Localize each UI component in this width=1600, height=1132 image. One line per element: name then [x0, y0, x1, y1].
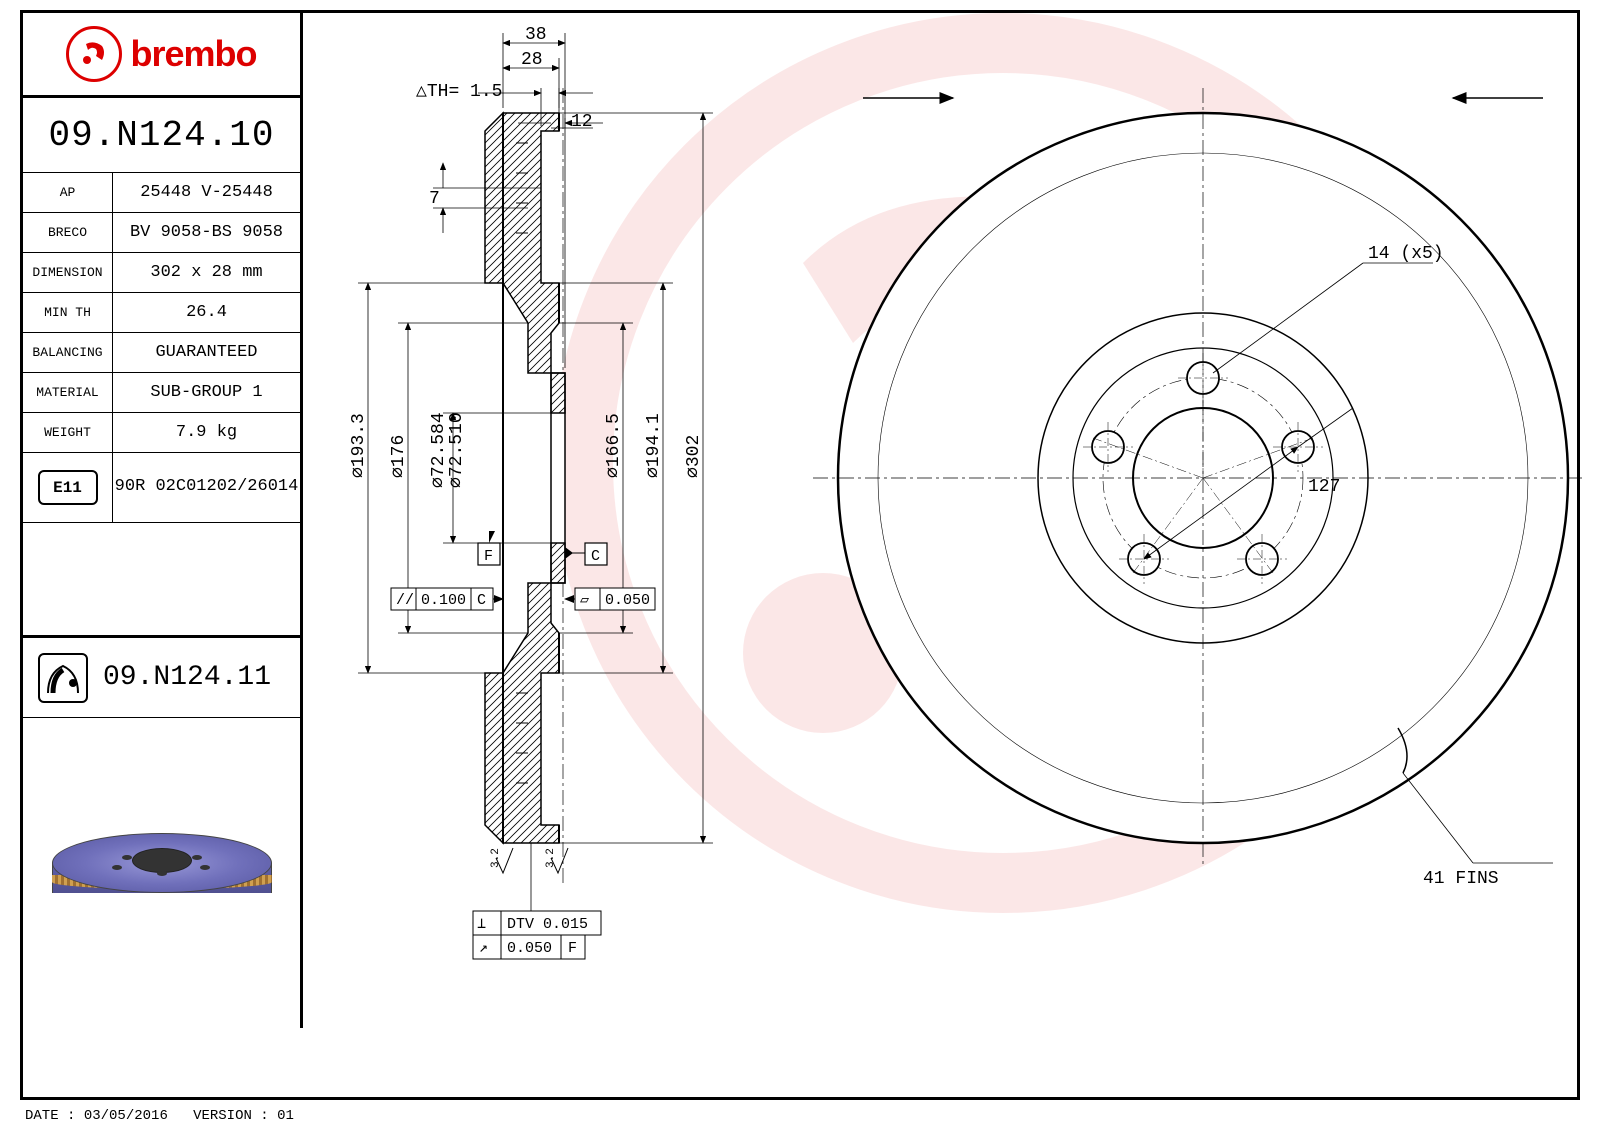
spacer: [23, 523, 300, 638]
spec-value: SUB-GROUP 1: [113, 373, 300, 412]
spec-value: 302 x 28 mm: [113, 253, 300, 292]
spec-label: MIN TH: [23, 293, 113, 332]
logo-box: brembo: [23, 13, 300, 98]
info-panel: brembo 09.N124.10 AP 25448 V-25448 BRECO…: [23, 13, 303, 1028]
brembo-logo-icon: [66, 26, 122, 82]
dim-pcd: 127: [1308, 477, 1340, 497]
tol-runout-ref: F: [568, 940, 577, 957]
tol-flat: 0.050: [605, 592, 650, 609]
spec-value: 90R 02C01202/26014: [113, 453, 300, 522]
render-box: [23, 718, 300, 1028]
spec-label: BRECO: [23, 213, 113, 252]
drawing-area: 38 28 △TH= 1.5 12 7: [303, 13, 1583, 1103]
version-label: VERSION :: [193, 1108, 269, 1124]
drawing-frame: brembo 09.N124.10 AP 25448 V-25448 BRECO…: [20, 10, 1580, 1100]
cross-section-view: 38 28 △TH= 1.5 12 7: [349, 25, 713, 959]
dim-dia72-510: ⌀72.510: [447, 412, 467, 488]
spec-label: WEIGHT: [23, 413, 113, 452]
spec-ap: AP 25448 V-25448: [23, 173, 300, 213]
spec-weight: WEIGHT 7.9 kg: [23, 413, 300, 453]
tol-runout: 0.050: [507, 940, 552, 957]
spec-dimension: DIMENSION 302 x 28 mm: [23, 253, 300, 293]
tol-parallel-ref: C: [477, 592, 486, 609]
spec-breco: BRECO BV 9058-BS 9058: [23, 213, 300, 253]
spec-value: 25448 V-25448: [113, 173, 300, 212]
dim-12: 12: [571, 112, 593, 132]
technical-drawing: 38 28 △TH= 1.5 12 7: [303, 13, 1583, 1103]
brand-name: brembo: [130, 33, 256, 75]
dim-38: 38: [525, 25, 547, 45]
spec-label: AP: [23, 173, 113, 212]
front-view: 14 (x5) 127 41 FINS: [813, 88, 1583, 889]
dim-7: 7: [429, 189, 440, 209]
dim-dia72-584: ⌀72.584: [429, 412, 449, 488]
dim-28: 28: [521, 50, 543, 70]
dim-fins: 41 FINS: [1423, 869, 1499, 889]
spec-label: BALANCING: [23, 333, 113, 372]
spec-value: GUARANTEED: [113, 333, 300, 372]
svg-text:↗: ↗: [479, 940, 488, 957]
spec-label: E11: [23, 453, 113, 522]
spec-cert: E11 90R 02C01202/26014: [23, 453, 300, 523]
date-label: DATE :: [25, 1108, 75, 1124]
coated-variant-icon: [38, 653, 88, 703]
spec-value: 7.9 kg: [113, 413, 300, 452]
tol-dtv: DTV 0.015: [507, 916, 588, 933]
datum-f: F: [484, 548, 493, 565]
e11-mark: E11: [38, 470, 98, 505]
version-value: 01: [277, 1108, 294, 1124]
dim-dia193: ⌀193.3: [349, 413, 369, 478]
spec-balancing: BALANCING GUARANTEED: [23, 333, 300, 373]
variant-box: 09.N124.11: [23, 638, 300, 718]
spec-value: 26.4: [113, 293, 300, 332]
spec-label: DIMENSION: [23, 253, 113, 292]
dim-dia176: ⌀176: [389, 435, 409, 478]
dim-bolt-holes: 14 (x5): [1368, 244, 1444, 264]
variant-number: 09.N124.11: [103, 662, 271, 693]
dim-dia194: ⌀194.1: [644, 413, 664, 478]
spec-material: MATERIAL SUB-GROUP 1: [23, 373, 300, 413]
svg-text:▱: ▱: [580, 592, 589, 609]
svg-text:⟂: ⟂: [477, 916, 486, 933]
part-number: 09.N124.10: [23, 98, 300, 173]
datum-c: C: [591, 548, 600, 565]
dim-th: △TH= 1.5: [416, 82, 502, 102]
dim-dia166: ⌀166.5: [604, 413, 624, 478]
spec-value: BV 9058-BS 9058: [113, 213, 300, 252]
spec-label: MATERIAL: [23, 373, 113, 412]
date-value: 03/05/2016: [84, 1108, 168, 1124]
spec-minth: MIN TH 26.4: [23, 293, 300, 333]
svg-text://: //: [396, 592, 414, 609]
footer: DATE : 03/05/2016 VERSION : 01: [25, 1108, 294, 1124]
tol-parallel: 0.100: [421, 592, 466, 609]
disc-3d-render: [52, 833, 272, 913]
dim-dia302: ⌀302: [684, 435, 704, 478]
